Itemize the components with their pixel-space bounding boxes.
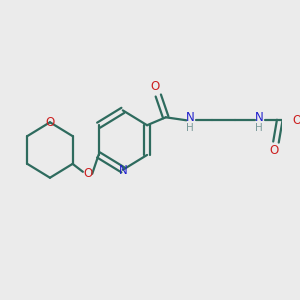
Text: O: O	[83, 167, 92, 180]
Text: O: O	[292, 114, 300, 127]
Text: H: H	[186, 123, 194, 133]
Text: N: N	[119, 164, 128, 177]
Text: N: N	[186, 111, 194, 124]
Text: N: N	[255, 111, 263, 124]
Text: O: O	[45, 116, 55, 129]
Text: O: O	[269, 145, 279, 158]
Text: O: O	[151, 80, 160, 93]
Text: H: H	[255, 123, 263, 133]
